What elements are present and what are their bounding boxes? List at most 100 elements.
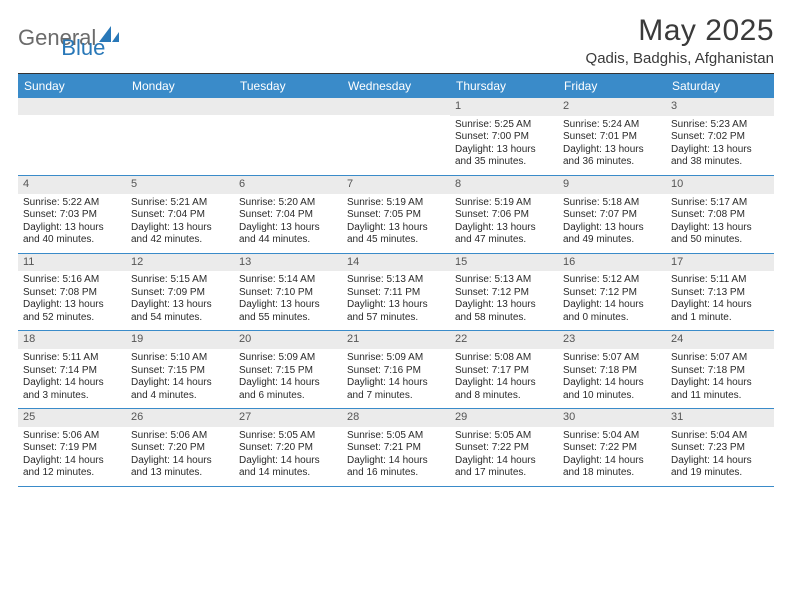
sunrise-line: Sunrise: 5:06 AM <box>131 430 229 443</box>
sunset-line: Sunset: 7:22 PM <box>563 442 661 455</box>
sunrise-line: Sunrise: 5:10 AM <box>131 352 229 365</box>
day-body: Sunrise: 5:05 AMSunset: 7:22 PMDaylight:… <box>450 427 558 486</box>
day-number: 16 <box>558 254 666 272</box>
day-number: 18 <box>18 331 126 349</box>
day-body: Sunrise: 5:11 AMSunset: 7:13 PMDaylight:… <box>666 271 774 330</box>
weekday-header: Monday <box>126 74 234 98</box>
day-cell: 22Sunrise: 5:08 AMSunset: 7:17 PMDayligh… <box>450 331 558 408</box>
sunrise-line: Sunrise: 5:09 AM <box>239 352 337 365</box>
daylight-line: Daylight: 13 hours and 57 minutes. <box>347 299 445 324</box>
logo: General Blue <box>18 14 123 58</box>
sunrise-line: Sunrise: 5:04 AM <box>671 430 769 443</box>
day-number <box>342 98 450 115</box>
weekday-header-row: SundayMondayTuesdayWednesdayThursdayFrid… <box>18 74 774 98</box>
sunset-line: Sunset: 7:16 PM <box>347 365 445 378</box>
sunset-line: Sunset: 7:21 PM <box>347 442 445 455</box>
day-number: 20 <box>234 331 342 349</box>
sunset-line: Sunset: 7:11 PM <box>347 287 445 300</box>
day-number: 4 <box>18 176 126 194</box>
sunrise-line: Sunrise: 5:20 AM <box>239 197 337 210</box>
day-number: 17 <box>666 254 774 272</box>
sunrise-line: Sunrise: 5:11 AM <box>671 274 769 287</box>
sunset-line: Sunset: 7:23 PM <box>671 442 769 455</box>
day-cell: 21Sunrise: 5:09 AMSunset: 7:16 PMDayligh… <box>342 331 450 408</box>
sunrise-line: Sunrise: 5:18 AM <box>563 197 661 210</box>
day-number: 24 <box>666 331 774 349</box>
sunrise-line: Sunrise: 5:19 AM <box>455 197 553 210</box>
sunrise-line: Sunrise: 5:07 AM <box>563 352 661 365</box>
day-cell: 10Sunrise: 5:17 AMSunset: 7:08 PMDayligh… <box>666 176 774 253</box>
daylight-line: Daylight: 13 hours and 49 minutes. <box>563 222 661 247</box>
day-body: Sunrise: 5:23 AMSunset: 7:02 PMDaylight:… <box>666 116 774 175</box>
sunset-line: Sunset: 7:20 PM <box>239 442 337 455</box>
calendar: SundayMondayTuesdayWednesdayThursdayFrid… <box>18 73 774 487</box>
day-cell: 27Sunrise: 5:05 AMSunset: 7:20 PMDayligh… <box>234 409 342 486</box>
day-body: Sunrise: 5:16 AMSunset: 7:08 PMDaylight:… <box>18 271 126 330</box>
sunrise-line: Sunrise: 5:24 AM <box>563 119 661 132</box>
daylight-line: Daylight: 14 hours and 14 minutes. <box>239 455 337 480</box>
day-body: Sunrise: 5:06 AMSunset: 7:19 PMDaylight:… <box>18 427 126 486</box>
day-body: Sunrise: 5:19 AMSunset: 7:05 PMDaylight:… <box>342 194 450 253</box>
day-body: Sunrise: 5:11 AMSunset: 7:14 PMDaylight:… <box>18 349 126 408</box>
day-body: Sunrise: 5:14 AMSunset: 7:10 PMDaylight:… <box>234 271 342 330</box>
sunrise-line: Sunrise: 5:21 AM <box>131 197 229 210</box>
day-cell <box>126 98 234 175</box>
sunset-line: Sunset: 7:18 PM <box>563 365 661 378</box>
day-cell: 7Sunrise: 5:19 AMSunset: 7:05 PMDaylight… <box>342 176 450 253</box>
day-cell: 19Sunrise: 5:10 AMSunset: 7:15 PMDayligh… <box>126 331 234 408</box>
daylight-line: Daylight: 14 hours and 1 minute. <box>671 299 769 324</box>
day-number: 11 <box>18 254 126 272</box>
week-row: 18Sunrise: 5:11 AMSunset: 7:14 PMDayligh… <box>18 331 774 409</box>
day-number: 9 <box>558 176 666 194</box>
day-number: 6 <box>234 176 342 194</box>
day-cell: 28Sunrise: 5:05 AMSunset: 7:21 PMDayligh… <box>342 409 450 486</box>
day-body: Sunrise: 5:13 AMSunset: 7:12 PMDaylight:… <box>450 271 558 330</box>
sunrise-line: Sunrise: 5:05 AM <box>347 430 445 443</box>
sunrise-line: Sunrise: 5:17 AM <box>671 197 769 210</box>
sunset-line: Sunset: 7:13 PM <box>671 287 769 300</box>
sunrise-line: Sunrise: 5:22 AM <box>23 197 121 210</box>
daylight-line: Daylight: 13 hours and 42 minutes. <box>131 222 229 247</box>
day-number: 25 <box>18 409 126 427</box>
day-number: 29 <box>450 409 558 427</box>
daylight-line: Daylight: 14 hours and 17 minutes. <box>455 455 553 480</box>
header: General Blue May 2025 Qadis, Badghis, Af… <box>18 14 774 67</box>
sunset-line: Sunset: 7:00 PM <box>455 131 553 144</box>
day-body: Sunrise: 5:07 AMSunset: 7:18 PMDaylight:… <box>666 349 774 408</box>
day-number: 19 <box>126 331 234 349</box>
day-number: 2 <box>558 98 666 116</box>
daylight-line: Daylight: 14 hours and 7 minutes. <box>347 377 445 402</box>
day-body: Sunrise: 5:18 AMSunset: 7:07 PMDaylight:… <box>558 194 666 253</box>
day-cell: 29Sunrise: 5:05 AMSunset: 7:22 PMDayligh… <box>450 409 558 486</box>
daylight-line: Daylight: 14 hours and 6 minutes. <box>239 377 337 402</box>
day-body: Sunrise: 5:07 AMSunset: 7:18 PMDaylight:… <box>558 349 666 408</box>
day-number: 22 <box>450 331 558 349</box>
day-number: 27 <box>234 409 342 427</box>
day-number: 8 <box>450 176 558 194</box>
logo-text-blue: Blue <box>61 38 123 58</box>
day-number: 28 <box>342 409 450 427</box>
day-cell: 3Sunrise: 5:23 AMSunset: 7:02 PMDaylight… <box>666 98 774 175</box>
week-row: 1Sunrise: 5:25 AMSunset: 7:00 PMDaylight… <box>18 98 774 176</box>
sunset-line: Sunset: 7:03 PM <box>23 209 121 222</box>
daylight-line: Daylight: 13 hours and 40 minutes. <box>23 222 121 247</box>
day-number: 31 <box>666 409 774 427</box>
weekday-header: Friday <box>558 74 666 98</box>
daylight-line: Daylight: 14 hours and 0 minutes. <box>563 299 661 324</box>
daylight-line: Daylight: 14 hours and 11 minutes. <box>671 377 769 402</box>
day-body: Sunrise: 5:08 AMSunset: 7:17 PMDaylight:… <box>450 349 558 408</box>
sunset-line: Sunset: 7:08 PM <box>671 209 769 222</box>
daylight-line: Daylight: 14 hours and 3 minutes. <box>23 377 121 402</box>
daylight-line: Daylight: 13 hours and 44 minutes. <box>239 222 337 247</box>
day-cell: 11Sunrise: 5:16 AMSunset: 7:08 PMDayligh… <box>18 254 126 331</box>
week-row: 4Sunrise: 5:22 AMSunset: 7:03 PMDaylight… <box>18 176 774 254</box>
day-number: 7 <box>342 176 450 194</box>
day-cell: 12Sunrise: 5:15 AMSunset: 7:09 PMDayligh… <box>126 254 234 331</box>
day-number: 26 <box>126 409 234 427</box>
sunset-line: Sunset: 7:04 PM <box>131 209 229 222</box>
day-cell: 15Sunrise: 5:13 AMSunset: 7:12 PMDayligh… <box>450 254 558 331</box>
sunrise-line: Sunrise: 5:06 AM <box>23 430 121 443</box>
sunrise-line: Sunrise: 5:13 AM <box>347 274 445 287</box>
daylight-line: Daylight: 14 hours and 8 minutes. <box>455 377 553 402</box>
day-body: Sunrise: 5:05 AMSunset: 7:21 PMDaylight:… <box>342 427 450 486</box>
